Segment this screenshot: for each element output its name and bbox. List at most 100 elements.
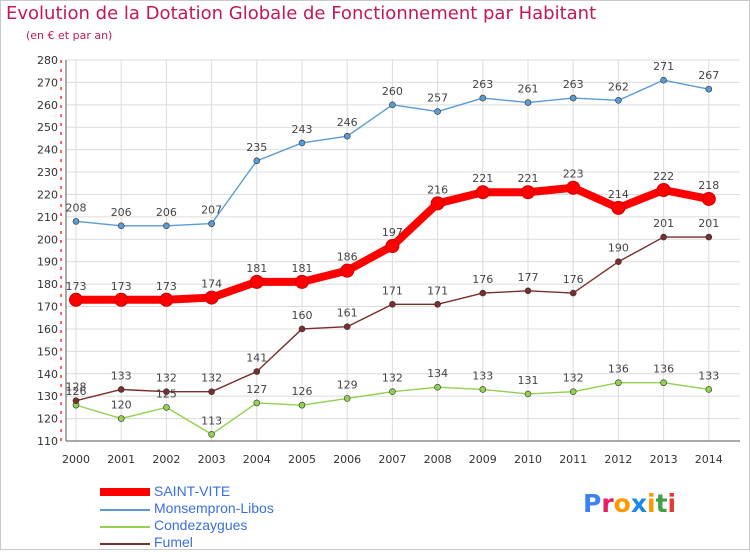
data-point-monsempron-libos-2005 — [298, 139, 306, 147]
data-label-fumel-2005: 160 — [292, 309, 313, 322]
data-label-monsempron-libos-2012: 262 — [608, 80, 629, 93]
data-point-condezaygues-2004 — [253, 399, 261, 407]
data-label-condezaygues-2014: 133 — [698, 369, 719, 382]
legend-swatch-fumel — [100, 543, 150, 545]
data-point-condezaygues-2014 — [705, 386, 713, 393]
data-point-monsempron-libos-2006 — [343, 132, 351, 140]
data-point-fumel-2014 — [705, 233, 713, 241]
data-label-saint-vite-2001: 173 — [111, 280, 132, 293]
data-point-saint-vite-2012 — [611, 200, 626, 215]
data-label-condezaygues-2012: 136 — [608, 363, 629, 376]
y-tick-label-210: 210 — [37, 211, 58, 224]
y-tick-label-160: 160 — [37, 323, 58, 336]
data-point-saint-vite-2002 — [159, 292, 174, 307]
data-label-fumel-2000: 128 — [66, 381, 87, 394]
x-tick-label-2006: 2006 — [333, 453, 361, 466]
y-tick-label-230: 230 — [37, 166, 58, 179]
line-chart: 110 120 130 140 150 160 170 180 190 200 210 220 230 2… — [37, 54, 740, 466]
data-point-saint-vite-2010 — [521, 185, 535, 200]
data-point-condezaygues-2009 — [479, 386, 487, 393]
logo-letter: t — [655, 489, 668, 518]
y-tick-label-200: 200 — [37, 233, 58, 246]
logo-letter: o — [613, 489, 631, 518]
data-point-monsempron-libos-2004 — [253, 157, 261, 165]
data-label-saint-vite-2000: 173 — [66, 280, 87, 293]
data-point-fumel-2010 — [524, 287, 532, 295]
logo-letter: i — [647, 489, 656, 518]
data-point-monsempron-libos-2003 — [208, 220, 215, 227]
data-point-condezaygues-2010 — [524, 390, 532, 398]
x-tick-label-2010: 2010 — [514, 453, 542, 466]
x-tick-label-2003: 2003 — [198, 453, 226, 466]
x-tick-label-2012: 2012 — [604, 453, 632, 466]
data-label-saint-vite-2007: 197 — [382, 226, 403, 239]
legend-label-saint-vite: SAINT-VITE — [154, 483, 231, 499]
data-point-condezaygues-2012 — [615, 379, 622, 387]
plot-area — [66, 60, 740, 441]
data-label-condezaygues-2007: 132 — [382, 372, 403, 385]
data-label-saint-vite-2012: 214 — [608, 188, 629, 201]
data-point-fumel-2000 — [72, 397, 80, 404]
data-label-saint-vite-2014: 218 — [698, 179, 719, 192]
x-tick-label-2001: 2001 — [107, 453, 135, 466]
logo-letter: r — [601, 489, 614, 518]
data-label-condezaygues-2010: 131 — [518, 374, 539, 387]
y-tick-label-260: 260 — [37, 99, 58, 112]
data-point-monsempron-libos-2014 — [705, 85, 713, 93]
y-tick-label-180: 180 — [37, 278, 58, 291]
data-label-fumel-2004: 141 — [246, 352, 267, 365]
y-tick-label-140: 140 — [37, 368, 58, 381]
data-label-condezaygues-2002: 125 — [156, 387, 177, 400]
legend-label-monsempron-libos: Monsempron-Libos — [154, 500, 274, 516]
data-label-monsempron-libos-2000: 208 — [66, 201, 87, 214]
data-label-monsempron-libos-2008: 257 — [427, 92, 448, 105]
data-point-monsempron-libos-2002 — [163, 222, 170, 230]
data-label-fumel-2014: 201 — [698, 217, 719, 230]
data-label-condezaygues-2005: 126 — [292, 385, 313, 398]
y-tick-label-190: 190 — [37, 256, 58, 269]
x-tick-label-2011: 2011 — [559, 453, 587, 466]
legend-swatch-saint-vite — [100, 488, 150, 496]
data-label-monsempron-libos-2009: 263 — [472, 78, 493, 91]
logo-letter: x — [630, 489, 647, 518]
data-point-saint-vite-2008 — [430, 196, 445, 211]
data-label-condezaygues-2008: 134 — [427, 367, 448, 380]
data-label-fumel-2010: 177 — [518, 271, 539, 284]
data-label-condezaygues-2004: 127 — [246, 383, 267, 396]
y-tick-label-280: 280 — [37, 54, 58, 67]
data-point-condezaygues-2005 — [298, 401, 306, 409]
data-label-fumel-2009: 176 — [472, 273, 493, 286]
data-label-monsempron-libos-2006: 246 — [337, 116, 358, 129]
data-label-fumel-2012: 190 — [608, 242, 629, 255]
y-tick-label-240: 240 — [37, 144, 58, 157]
x-tick-label-2008: 2008 — [424, 453, 452, 466]
y-tick-label-130: 130 — [37, 390, 58, 403]
data-point-saint-vite-2011 — [566, 180, 581, 195]
x-tick-label-2013: 2013 — [650, 453, 678, 466]
data-point-condezaygues-2011 — [569, 388, 577, 395]
data-label-saint-vite-2006: 186 — [337, 251, 358, 264]
data-point-condezaygues-2007 — [389, 388, 396, 395]
y-tick-label-270: 270 — [37, 76, 58, 89]
data-label-monsempron-libos-2011: 263 — [563, 78, 584, 91]
data-point-saint-vite-2003 — [204, 290, 219, 305]
data-label-fumel-2013: 201 — [653, 217, 674, 230]
data-label-saint-vite-2011: 223 — [563, 168, 584, 181]
data-label-monsempron-libos-2003: 207 — [201, 204, 222, 217]
data-point-fumel-2008 — [434, 300, 441, 308]
data-label-monsempron-libos-2014: 267 — [698, 69, 719, 82]
data-label-monsempron-libos-2004: 235 — [246, 141, 267, 154]
data-label-fumel-2006: 161 — [337, 307, 358, 320]
data-label-monsempron-libos-2010: 261 — [518, 83, 539, 96]
data-point-condezaygues-2013 — [660, 379, 667, 387]
data-label-saint-vite-2004: 181 — [246, 262, 267, 275]
data-label-fumel-2002: 132 — [156, 372, 177, 385]
legend-swatch-monsempron-libos — [100, 509, 150, 511]
data-label-monsempron-libos-2002: 206 — [156, 206, 177, 219]
data-label-saint-vite-2009: 221 — [472, 172, 493, 185]
data-point-monsempron-libos-2010 — [524, 99, 532, 106]
data-label-condezaygues-2000: 126 — [66, 385, 87, 398]
data-point-saint-vite-2000 — [69, 292, 83, 307]
data-point-saint-vite-2005 — [295, 274, 309, 289]
x-tick-label-2009: 2009 — [469, 453, 497, 466]
